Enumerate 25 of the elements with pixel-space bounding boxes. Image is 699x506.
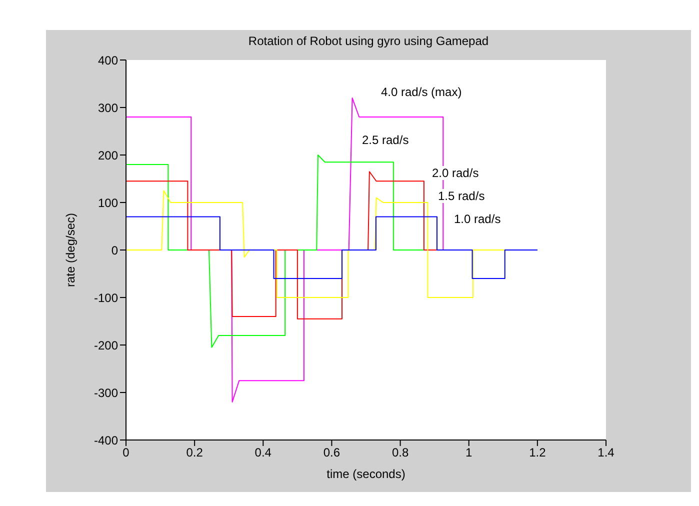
x-tick-label: 0.2 <box>186 446 204 460</box>
y-tick-label: -100 <box>94 290 118 305</box>
x-tick-label: 0.8 <box>392 446 409 460</box>
annotation: 2.0 rad/s <box>431 166 480 180</box>
annotation: 1.5 rad/s <box>437 189 486 203</box>
x-tick-label: 1 <box>466 446 473 460</box>
annotation: 2.5 rad/s <box>361 133 410 147</box>
y-tick-label: 200 <box>98 148 118 162</box>
y-tick-label: -200 <box>94 338 118 352</box>
annotation: 4.0 rad/s (max) <box>380 85 463 99</box>
x-tick-label: 1.2 <box>529 446 546 460</box>
y-axis-title: rate (deg/sec) <box>63 212 78 288</box>
annotation: 1.0 rad/s <box>453 212 502 226</box>
y-tick-label: 400 <box>98 53 118 68</box>
y-tick-label: 0 <box>111 243 118 258</box>
x-tick-label: 0.6 <box>323 446 340 460</box>
chart-title: Rotation of Robot using gyro using Gamepad <box>247 34 490 48</box>
x-tick-label: 0 <box>122 446 130 460</box>
y-tick-label: -300 <box>94 386 118 400</box>
x-tick-label: 0.4 <box>254 446 272 460</box>
y-tick-label: 100 <box>98 196 118 210</box>
y-tick-label: 300 <box>98 100 118 115</box>
x-tick-label: 1.4 <box>598 446 615 460</box>
x-axis-title: time (seconds) <box>326 467 406 481</box>
y-tick-label: -400 <box>94 433 118 448</box>
